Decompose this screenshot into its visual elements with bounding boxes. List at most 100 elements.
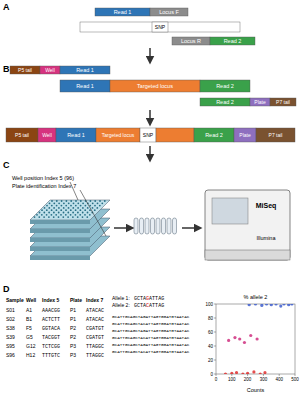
figure: ABCDRead 1Locus FSNPLocus RRead 2P5 tail… bbox=[0, 0, 301, 400]
well bbox=[61, 200, 63, 202]
point bbox=[227, 339, 230, 342]
x-tick bbox=[216, 374, 217, 376]
panel-label: A bbox=[3, 2, 10, 12]
segment-label: P7 tail bbox=[276, 99, 290, 105]
plate bbox=[30, 200, 110, 220]
well bbox=[48, 212, 50, 214]
segment-label: Well bbox=[42, 132, 52, 138]
segment-label: Well bbox=[45, 67, 55, 73]
x-tick bbox=[279, 374, 280, 376]
well bbox=[96, 207, 98, 209]
well bbox=[89, 214, 91, 216]
segment bbox=[6, 128, 38, 142]
point bbox=[243, 341, 246, 344]
well bbox=[58, 212, 60, 214]
y-tick-label: 80 bbox=[208, 316, 214, 321]
well bbox=[77, 207, 79, 209]
allele-label: Allele 2: bbox=[112, 302, 130, 308]
table-cell: P3 bbox=[70, 352, 76, 358]
read: GCATTGCAGCTACATTAGTGGATGTAATAC bbox=[112, 321, 190, 326]
well bbox=[99, 205, 101, 207]
segment-label: Read 2 bbox=[216, 83, 234, 89]
well bbox=[51, 205, 53, 207]
x-tick bbox=[231, 374, 232, 376]
arrow bbox=[114, 227, 130, 229]
point bbox=[252, 370, 255, 373]
well bbox=[51, 200, 53, 202]
sequencer bbox=[205, 190, 290, 260]
segment bbox=[110, 80, 200, 92]
well bbox=[104, 200, 106, 202]
x-tick-label: 500 bbox=[291, 377, 299, 382]
plate-side bbox=[30, 247, 90, 251]
well bbox=[48, 207, 50, 209]
segment-label: P5 tail bbox=[15, 132, 29, 138]
point bbox=[290, 304, 293, 306]
well bbox=[97, 202, 99, 204]
well bbox=[94, 209, 96, 211]
well bbox=[63, 212, 65, 214]
well bbox=[72, 216, 74, 218]
segment bbox=[194, 128, 234, 142]
plate-side bbox=[30, 220, 90, 224]
point bbox=[274, 304, 277, 306]
point bbox=[246, 372, 249, 374]
well bbox=[53, 216, 55, 218]
segment bbox=[210, 37, 255, 45]
index-label: Well position Index 5 (96) bbox=[12, 175, 74, 181]
well bbox=[51, 214, 53, 216]
segment-label: Read 1 bbox=[76, 67, 94, 73]
well bbox=[70, 200, 72, 202]
brand-label: Illumina bbox=[257, 235, 277, 241]
well bbox=[70, 205, 72, 207]
table-cell: TTTGTC bbox=[42, 353, 60, 359]
well bbox=[56, 205, 58, 207]
allele-seq: GCTAGATTAG bbox=[134, 296, 164, 302]
base: G bbox=[161, 296, 164, 302]
segment-label: Read 2 bbox=[205, 132, 223, 138]
allele-label: Allele 1: bbox=[112, 295, 130, 301]
point bbox=[260, 304, 263, 307]
base: G bbox=[161, 303, 164, 309]
table-header: Sample bbox=[6, 297, 24, 303]
well bbox=[34, 216, 36, 218]
well bbox=[46, 205, 48, 207]
well bbox=[80, 200, 82, 202]
point bbox=[270, 304, 273, 306]
y-tick bbox=[214, 374, 216, 375]
plate-side bbox=[30, 229, 90, 233]
x-tick bbox=[263, 374, 264, 376]
well bbox=[82, 207, 84, 209]
well bbox=[89, 205, 91, 207]
table-cell: S96 bbox=[6, 352, 15, 358]
y-tick bbox=[214, 318, 216, 319]
well bbox=[87, 207, 89, 209]
table-cell: S02 bbox=[6, 316, 15, 322]
well bbox=[56, 209, 58, 211]
table-cell: TCTCGG bbox=[42, 344, 60, 350]
well bbox=[70, 209, 72, 211]
segment-label: Read 1 bbox=[114, 9, 132, 15]
well bbox=[79, 214, 81, 216]
read: GCATTGCAGCTACATTAGTGGATGTAATAC bbox=[112, 335, 190, 340]
segment bbox=[40, 66, 60, 74]
allele-seq: GCTACATTAG bbox=[134, 303, 164, 309]
well bbox=[65, 209, 67, 211]
segment bbox=[152, 22, 168, 32]
segment bbox=[10, 66, 40, 74]
arrow bbox=[182, 227, 198, 229]
well bbox=[53, 202, 55, 204]
well bbox=[92, 202, 94, 204]
table-cell: H12 bbox=[26, 352, 35, 358]
table-cell: CGATGT bbox=[86, 335, 104, 341]
segment bbox=[140, 128, 156, 142]
segment bbox=[250, 98, 270, 106]
points bbox=[224, 304, 294, 374]
base bbox=[205, 250, 290, 260]
point bbox=[287, 304, 290, 306]
well bbox=[82, 212, 84, 214]
point bbox=[254, 304, 257, 306]
table-cell: B1 bbox=[26, 316, 32, 322]
point bbox=[263, 371, 266, 374]
arrow bbox=[149, 48, 151, 60]
